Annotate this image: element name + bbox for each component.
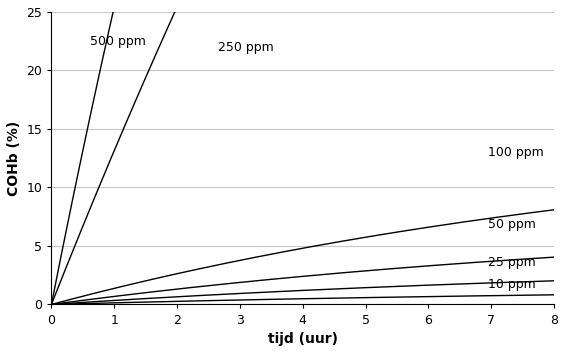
- Text: 100 ppm: 100 ppm: [488, 146, 544, 159]
- Y-axis label: COHb (%): COHb (%): [7, 121, 21, 196]
- Text: 25 ppm: 25 ppm: [488, 256, 536, 269]
- Text: 10 ppm: 10 ppm: [488, 278, 536, 291]
- X-axis label: tijd (uur): tijd (uur): [268, 332, 338, 346]
- Text: 500 ppm: 500 ppm: [90, 35, 146, 48]
- Text: 50 ppm: 50 ppm: [488, 219, 536, 232]
- Text: 250 ppm: 250 ppm: [218, 41, 273, 54]
